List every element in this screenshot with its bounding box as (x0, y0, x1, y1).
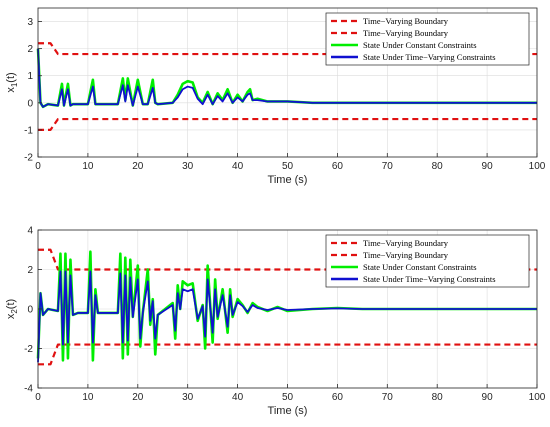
x-tick-label: 50 (282, 392, 294, 403)
series-layer (36, 248, 537, 366)
axis-ticks: 0 10 20 30 40 50 60 70 80 90 100 -4 -2 0 2 4 (24, 226, 546, 404)
y-tick-label: 2 (27, 44, 33, 55)
y-tick-label: -1 (24, 125, 33, 136)
y-axis-label-subscript: 1 (10, 82, 19, 87)
y-tick-label: 4 (27, 226, 33, 237)
legend-label-2: State Under Constant Constraints (363, 262, 477, 272)
x-tick-label: 10 (82, 392, 94, 403)
x-tick-label: 50 (282, 161, 294, 172)
legend-label-0: Time−Varying Boundary (363, 238, 449, 248)
chart-panel-x2: 0 10 20 30 40 50 60 70 80 90 100 -4 -2 0 2 4 Time (s) x… (5, 226, 546, 418)
x-tick-label: 20 (132, 161, 144, 172)
y-axis-label-suffix: (t) (5, 72, 17, 82)
legend-label-1: Time−Varying Boundary (363, 250, 449, 260)
x-tick-label: 80 (432, 161, 444, 172)
y-axis-label-main: x (5, 87, 17, 93)
x-tick-label: 100 (529, 392, 546, 403)
legend-label-1: Time−Varying Boundary (363, 28, 449, 38)
x-tick-label: 80 (432, 392, 444, 403)
y-axis-label: x2(t) (5, 299, 19, 319)
y-tick-label: 1 (27, 71, 33, 82)
axis-ticks: 0 10 20 30 40 50 60 70 80 90 100 -2 -1 0 1 2 3 (24, 17, 546, 172)
legend-label-3: State Under Time−Varying Constraints (363, 52, 496, 62)
x-tick-label: 40 (232, 161, 244, 172)
legend-label-0: Time−Varying Boundary (363, 16, 449, 26)
y-axis-label-main: x (5, 313, 17, 319)
x-tick-label: 70 (382, 392, 394, 403)
y-axis-label-suffix: (t) (5, 299, 17, 309)
legend-label-2: State Under Constant Constraints (363, 40, 477, 50)
y-tick-label: 0 (27, 98, 33, 109)
y-tick-label: 0 (27, 305, 33, 316)
x-tick-label: 40 (232, 392, 244, 403)
y-axis-label-subscript: 2 (10, 309, 19, 314)
series-line-0 (38, 42, 537, 56)
legend-box (325, 234, 530, 288)
x-tick-label: 0 (35, 392, 41, 403)
y-tick-label: -2 (24, 344, 33, 355)
x-tick-label: 10 (82, 161, 94, 172)
series-line-1 (38, 343, 537, 366)
series-layer (36, 42, 537, 132)
y-tick-label: 3 (27, 17, 33, 28)
y-axis-label: x1(t) (5, 72, 19, 92)
y-tick-label: -4 (24, 384, 33, 395)
x-axis-label: Time (s) (268, 405, 308, 417)
x-tick-label: 20 (132, 392, 144, 403)
x-tick-label: 100 (529, 161, 546, 172)
x-tick-label: 90 (482, 392, 494, 403)
x-tick-label: 60 (332, 392, 344, 403)
series-line-0 (38, 248, 537, 271)
legend-label-3: State Under Time−Varying Constraints (363, 274, 496, 284)
legend: Time−Varying Boundary Time−Varying Bounda… (325, 234, 530, 288)
x-tick-label: 30 (182, 392, 194, 403)
legend: Time−Varying Boundary Time−Varying Bounda… (325, 12, 530, 66)
x-tick-label: 0 (35, 161, 41, 172)
x-tick-label: 60 (332, 161, 344, 172)
x-tick-label: 30 (182, 161, 194, 172)
y-tick-label: 2 (27, 265, 33, 276)
series-line-3 (37, 48, 537, 108)
series-line-3 (37, 270, 537, 363)
x-tick-label: 90 (482, 161, 494, 172)
x-tick-label: 70 (382, 161, 394, 172)
x-axis-label: Time (s) (268, 174, 308, 186)
y-tick-label: -2 (24, 153, 33, 164)
series-line-1 (38, 117, 537, 132)
legend-box (325, 12, 530, 66)
